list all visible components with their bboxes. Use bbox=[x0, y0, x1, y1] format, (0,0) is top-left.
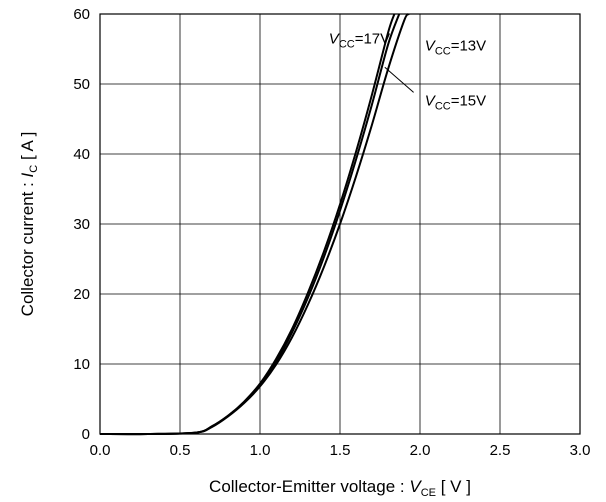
series-curves bbox=[99, 13, 410, 436]
x-tick-label: 0.0 bbox=[90, 442, 111, 459]
x-tick-label: 2.0 bbox=[410, 442, 431, 459]
annotation-leader-line bbox=[384, 66, 414, 93]
y-tick-label: 20 bbox=[73, 286, 90, 303]
y-tick-label: 10 bbox=[73, 356, 90, 373]
series-annotations: VCC=17V VCC=13V VCC=15V bbox=[329, 30, 486, 112]
y-tick-label: 30 bbox=[73, 216, 90, 233]
y-tick-label: 60 bbox=[73, 6, 90, 23]
x-tick-labels: 0.0 0.5 1.0 1.5 2.0 2.5 3.0 bbox=[90, 442, 591, 459]
y-tick-label: 50 bbox=[73, 76, 90, 93]
series-label-1: VCC=15V bbox=[425, 93, 486, 113]
series-line-2 bbox=[99, 13, 410, 436]
x-tick-label: 2.5 bbox=[490, 442, 511, 459]
series-label-2: VCC=13V bbox=[425, 37, 486, 57]
x-tick-label: 1.5 bbox=[330, 442, 351, 459]
x-tick-label: 0.5 bbox=[170, 442, 191, 459]
y-axis-title: Collector current : IC [ A ] bbox=[18, 132, 40, 317]
y-tick-label: 40 bbox=[73, 146, 90, 163]
y-tick-label: 0 bbox=[82, 426, 90, 443]
plot-frame bbox=[99, 13, 581, 435]
series-label-0: VCC=17V bbox=[329, 30, 390, 50]
x-tick-label: 1.0 bbox=[250, 442, 271, 459]
x-axis-title: Collector-Emitter voltage : VCE [ V ] bbox=[209, 477, 471, 499]
y-tick-labels: 0 10 20 30 40 50 60 bbox=[73, 6, 90, 443]
annotation-leaders bbox=[384, 66, 414, 93]
x-tick-label: 3.0 bbox=[570, 442, 591, 459]
